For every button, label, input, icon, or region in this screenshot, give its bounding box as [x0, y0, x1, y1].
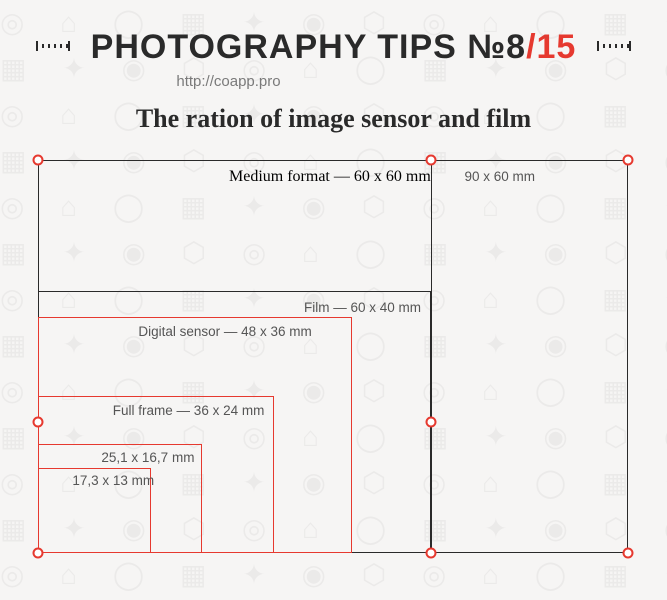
sensor-diagram: 90 x 60 mm Medium format — 60 x 60 mm Film… [38, 160, 628, 553]
title-post: 15 [537, 28, 577, 66]
corner-dot [426, 155, 437, 166]
label-digital: Digital sensor — 48 x 36 mm [138, 324, 311, 339]
corner-dot [426, 417, 437, 428]
title-text: PHOTOGRAPHY TIPS №8 [91, 28, 526, 66]
label-fullframe: Full frame — 36 x 24 mm [113, 403, 265, 418]
label-apsc: 25,1 x 16,7 mm [101, 450, 194, 465]
corner-dot [33, 155, 44, 166]
corner-dot [622, 548, 633, 559]
label-film: Film — 60 x 40 mm [304, 300, 421, 315]
rect-medium [431, 160, 432, 553]
label-small: 17,3 x 13 mm [72, 473, 154, 488]
label-medium: Medium format — 60 x 60 mm [229, 168, 431, 186]
corner-dot [33, 417, 44, 428]
rect-small: 17,3 x 13 mm [38, 468, 151, 553]
corner-dot [426, 548, 437, 559]
title-sep: / [526, 28, 536, 66]
corner-dot [33, 548, 44, 559]
ruler-left-icon [36, 44, 70, 48]
header: PHOTOGRAPHY TIPS №8/15 http://coapp.pro … [0, 0, 667, 134]
source-url: http://coapp.pro [0, 73, 667, 90]
label-outer: 90 x 60 mm [465, 169, 545, 184]
corner-dot [622, 155, 633, 166]
ruler-right-icon [597, 44, 631, 48]
page-title: PHOTOGRAPHY TIPS №8/15 [0, 28, 667, 67]
subtitle: The ration of image sensor and film [0, 104, 667, 134]
